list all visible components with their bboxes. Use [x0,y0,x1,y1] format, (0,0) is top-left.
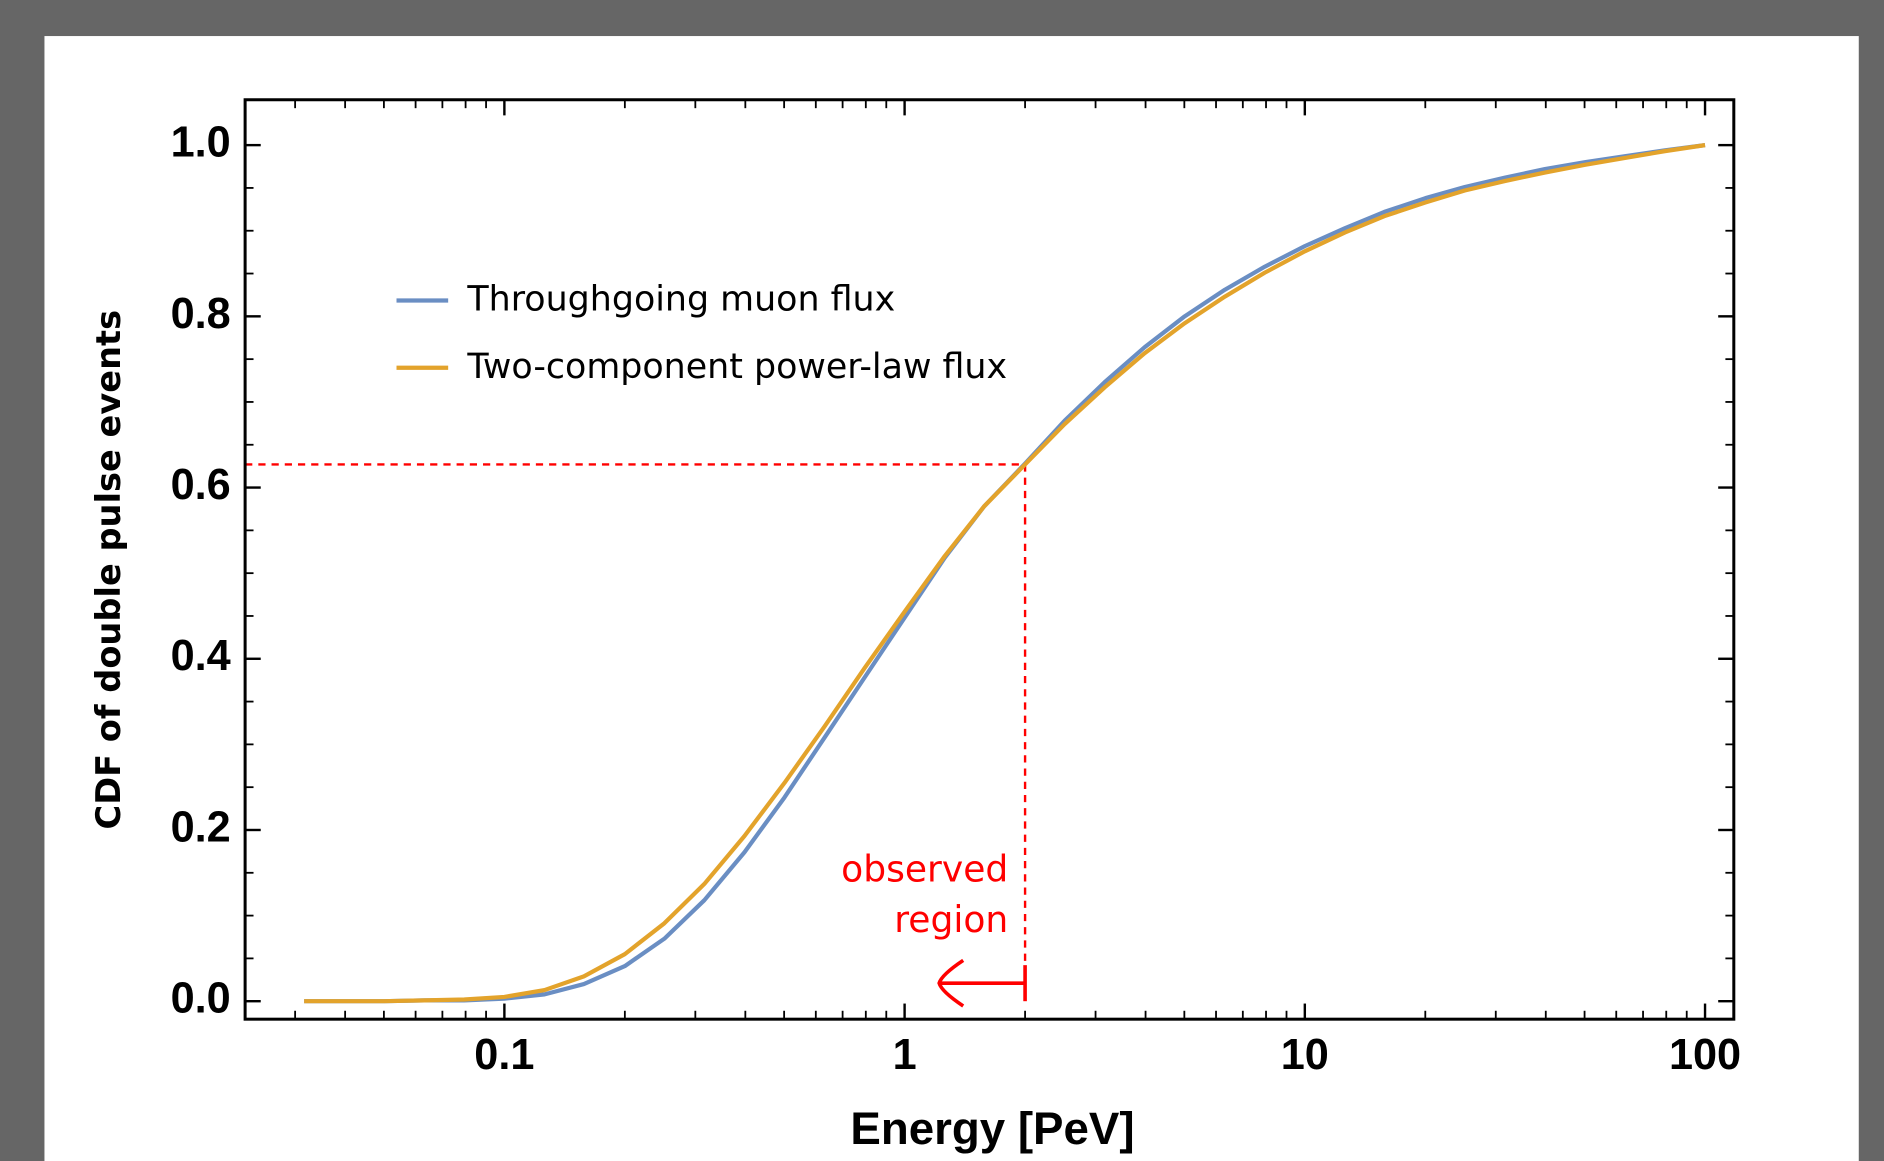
annotation-text: observed [841,848,1008,890]
y-tick-label: 0.8 [171,290,231,338]
legend-label: Two-component power-law flux [466,347,1007,387]
panel [44,36,1859,1161]
x-tick-label: 1 [893,1031,917,1079]
arrow-head [937,958,965,1008]
y-tick-label: 0.6 [171,461,231,509]
x-tick-label: 100 [1669,1031,1741,1079]
x-tick-label: 10 [1281,1031,1329,1079]
y-axis-label: CDF of double pulse events [89,310,128,830]
x-axis-label: Energy [PeV] [850,1103,1134,1154]
annotation-text: region [894,899,1008,941]
legend-label: Throughgoing muon flux [466,279,895,319]
series-line [304,143,1706,1004]
y-tick-label: 0.4 [171,632,231,680]
x-tick-label: 0.1 [474,1031,534,1079]
y-tick-label: 1.0 [171,119,231,167]
plot-frame [243,98,1736,1021]
y-tick-label: 0.2 [171,803,231,851]
y-tick-label: 0.0 [171,975,231,1023]
